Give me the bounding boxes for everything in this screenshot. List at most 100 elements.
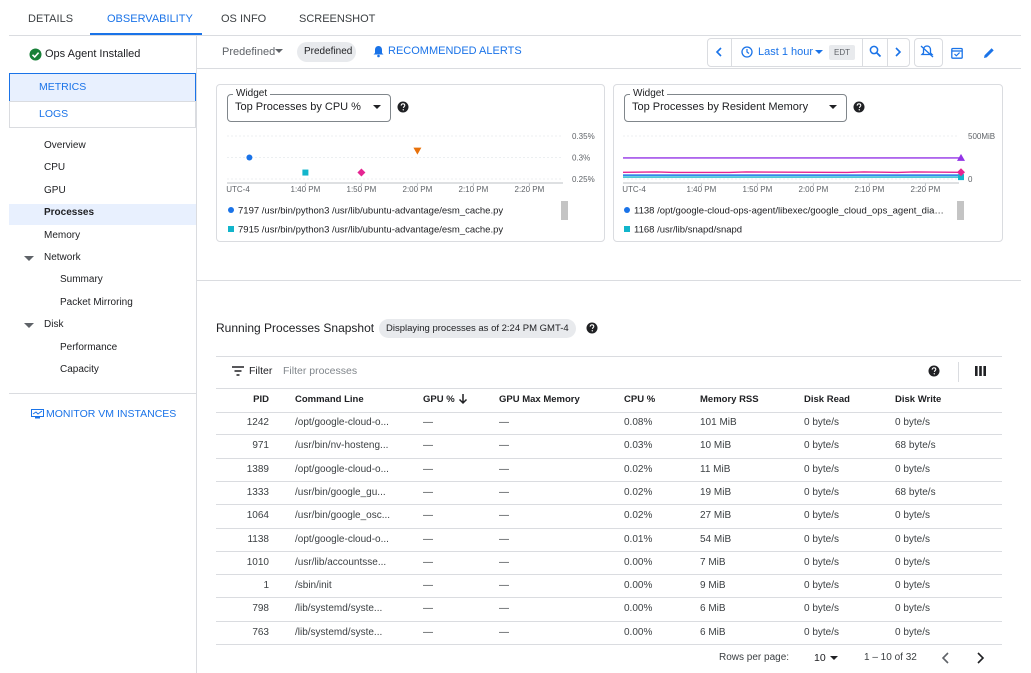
column-header[interactable]: PID: [253, 394, 269, 405]
widget-chart: 500MiB 0 UTC-4 1:40 PM 1:50 PM 2:00 PM 2:10 PM…: [622, 101, 995, 236]
active-tab-indicator: [90, 33, 202, 35]
nav-subitem[interactable]: Packet Mirroring: [60, 296, 133, 308]
prev-icon[interactable]: [714, 47, 724, 57]
widget-select[interactable]: [227, 94, 391, 122]
time-range[interactable]: Last 1 hour: [758, 46, 814, 58]
sidebar-section[interactable]: METRICS: [39, 81, 87, 93]
table-cell: 54 MiB: [700, 533, 732, 545]
table-cell: —: [499, 556, 509, 568]
table-cell: 763: [252, 626, 269, 638]
time-controls[interactable]: [707, 38, 910, 67]
table-cell: —: [499, 626, 509, 638]
table-cell: —: [423, 463, 433, 475]
view-dropdown[interactable]: Predefined: [222, 46, 276, 58]
table-cell: —: [499, 580, 509, 592]
tab[interactable]: SCREENSHOT: [299, 13, 376, 25]
table-cell: —: [423, 440, 433, 452]
nav-item[interactable]: Disk: [44, 319, 64, 331]
alerts-button[interactable]: RECOMMENDED ALERTS: [388, 45, 522, 57]
table-cell: 1242: [246, 417, 269, 428]
table-cell: /lib/systemd/syste...: [295, 626, 383, 638]
process-table: PID Command Line GPU % GPU Max Memory CPU % M…: [216, 356, 1002, 648]
columns-icon[interactable]: [975, 366, 986, 376]
column-header[interactable]: Command Line: [295, 394, 364, 405]
table-cell: 0.00%: [624, 556, 653, 568]
widget-title: Top Processes by Resident Memory: [632, 101, 809, 113]
monitor-link[interactable]: MONITOR VM INSTANCES: [46, 408, 177, 420]
next-icon[interactable]: [893, 47, 903, 57]
table-cell: —: [499, 440, 509, 452]
check-icon: [29, 48, 42, 61]
agent-status: Ops Agent Installed: [45, 48, 141, 60]
next-page[interactable]: [975, 652, 985, 664]
sidebar-section[interactable]: LOGS: [39, 108, 69, 120]
metrics-section-selected: [9, 73, 196, 102]
nav-subitem[interactable]: Capacity: [60, 364, 99, 375]
table-cell: /sbin/init: [295, 580, 332, 592]
time-divider: [887, 39, 888, 66]
table-cell: 0 byte/s: [804, 510, 840, 522]
nav-subitem[interactable]: Summary: [60, 274, 103, 286]
table-cell: /usr/bin/google_gu...: [295, 486, 386, 498]
legend-scrollbar: [561, 201, 568, 220]
column-header[interactable]: GPU %: [423, 394, 455, 405]
column-header[interactable]: GPU Max Memory: [499, 394, 580, 405]
tab[interactable]: DETAILS: [28, 13, 74, 25]
column-header[interactable]: Memory RSS: [700, 394, 759, 405]
clock-icon: [741, 46, 753, 58]
widget-select[interactable]: [624, 94, 847, 122]
table-cell: —: [423, 580, 433, 592]
column-header[interactable]: Disk Write: [895, 394, 942, 405]
section-divider: [197, 280, 1021, 281]
help-icon[interactable]: [586, 322, 598, 334]
point: [413, 147, 422, 155]
prev-page[interactable]: [941, 652, 951, 664]
nav-subitem[interactable]: Performance: [60, 341, 118, 353]
filter-input[interactable]: Filter processes: [283, 365, 358, 377]
table-cell: 0.02%: [624, 463, 653, 475]
calendar-icon[interactable]: [951, 47, 963, 59]
legend-swatch: [624, 226, 630, 232]
legend-swatch: [228, 207, 234, 213]
table-cell: —: [423, 417, 433, 428]
nav-item[interactable]: Processes: [44, 207, 95, 219]
help-icon[interactable]: [928, 365, 940, 377]
nav-item[interactable]: Network: [44, 252, 81, 263]
legend-label: 1138 /opt/google-cloud-ops-agent/libexec…: [634, 206, 944, 217]
widget-title: Top Processes by CPU %: [235, 101, 361, 113]
table-cell: 27 MiB: [700, 510, 732, 522]
sidebar-divider: [196, 36, 197, 673]
table-cell: 0 byte/s: [804, 533, 840, 545]
series-line: [622, 171, 960, 174]
help-glyph: [400, 103, 406, 108]
timezone-label: UTC-4: [226, 185, 250, 194]
zoom-icon[interactable]: [869, 45, 882, 58]
tab[interactable]: OS INFO: [221, 13, 267, 25]
tab[interactable]: OBSERVABILITY: [107, 13, 193, 25]
rows-per-page[interactable]: 10: [814, 652, 826, 664]
column-header[interactable]: CPU %: [624, 394, 656, 405]
widget-label: Widget: [233, 87, 271, 101]
nav-item[interactable]: GPU: [44, 184, 66, 196]
nav-item[interactable]: CPU: [44, 162, 66, 174]
column-header[interactable]: Disk Read: [804, 394, 850, 405]
help-icon: [853, 101, 865, 113]
edit-icon[interactable]: [983, 47, 995, 59]
time-divider: [731, 39, 732, 66]
row-divider: [216, 527, 1002, 529]
alerts-off-icon[interactable]: [920, 45, 934, 58]
icon-button[interactable]: [914, 38, 943, 67]
view-chip[interactable]: Predefined: [304, 46, 353, 57]
timezone-label: UTC-4: [622, 185, 646, 194]
filter-label[interactable]: Filter: [249, 365, 273, 377]
nav-item[interactable]: Overview: [44, 140, 86, 151]
table-cell: 0 byte/s: [804, 626, 840, 638]
filter-icon[interactable]: [232, 366, 244, 376]
sort-arrow[interactable]: [458, 393, 468, 405]
dropdown-arrow[interactable]: [830, 656, 839, 662]
table-cell: 0.00%: [624, 603, 653, 615]
table-cell: 0 byte/s: [804, 417, 840, 428]
table-cell: 7 MiB: [700, 556, 726, 568]
nav-item[interactable]: Memory: [44, 229, 81, 241]
table-cell: 0 byte/s: [804, 463, 840, 475]
